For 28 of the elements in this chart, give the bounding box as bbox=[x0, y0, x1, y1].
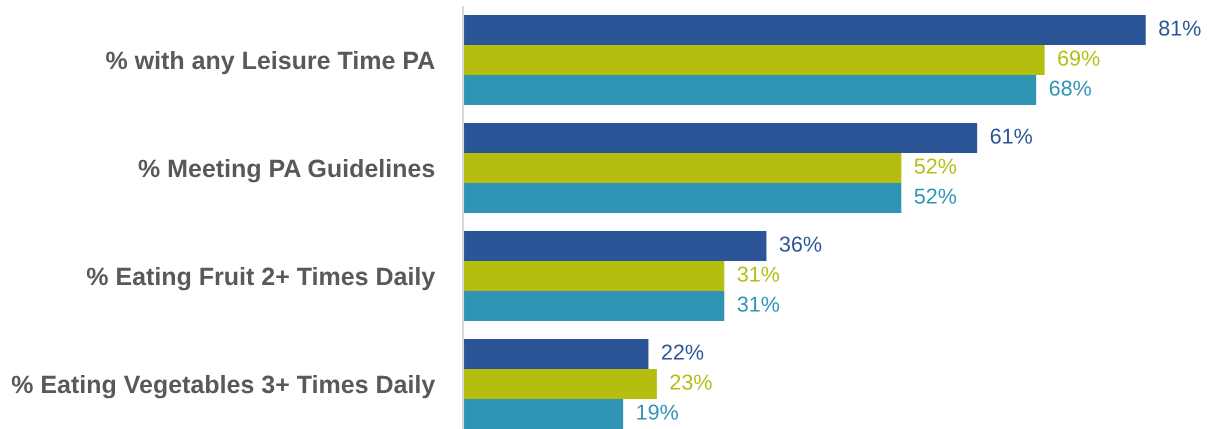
data-label: 61% bbox=[990, 128, 1032, 144]
bar bbox=[463, 45, 1045, 75]
data-label: 52% bbox=[914, 188, 957, 204]
bar bbox=[463, 153, 902, 183]
data-label: 19% bbox=[637, 404, 678, 420]
bar bbox=[463, 75, 1037, 105]
bar bbox=[463, 369, 657, 399]
data-label: 36% bbox=[779, 236, 822, 252]
bar bbox=[463, 231, 767, 261]
bar bbox=[463, 261, 725, 291]
data-label: 23% bbox=[670, 374, 712, 390]
bar bbox=[463, 123, 978, 153]
bar bbox=[463, 291, 725, 321]
data-label: 52% bbox=[914, 158, 957, 174]
y-tick-label: % with any Leisure Time PA bbox=[106, 50, 435, 75]
data-label: 22% bbox=[662, 344, 704, 360]
bar bbox=[463, 183, 902, 213]
data-label: 31% bbox=[737, 296, 780, 312]
data-label: 31% bbox=[737, 266, 780, 282]
bar bbox=[463, 339, 649, 369]
y-tick-label: % Eating Vegetables 3+ Times Daily bbox=[11, 374, 436, 399]
data-label: 68% bbox=[1049, 80, 1091, 96]
bar bbox=[463, 15, 1146, 45]
data-label: 81% bbox=[1159, 20, 1201, 36]
data-label: 69% bbox=[1058, 50, 1100, 66]
y-tick-label: % Meeting PA Guidelines bbox=[138, 158, 435, 183]
bar bbox=[463, 399, 624, 429]
y-tick-label: % Eating Fruit 2+ Times Daily bbox=[86, 266, 436, 291]
